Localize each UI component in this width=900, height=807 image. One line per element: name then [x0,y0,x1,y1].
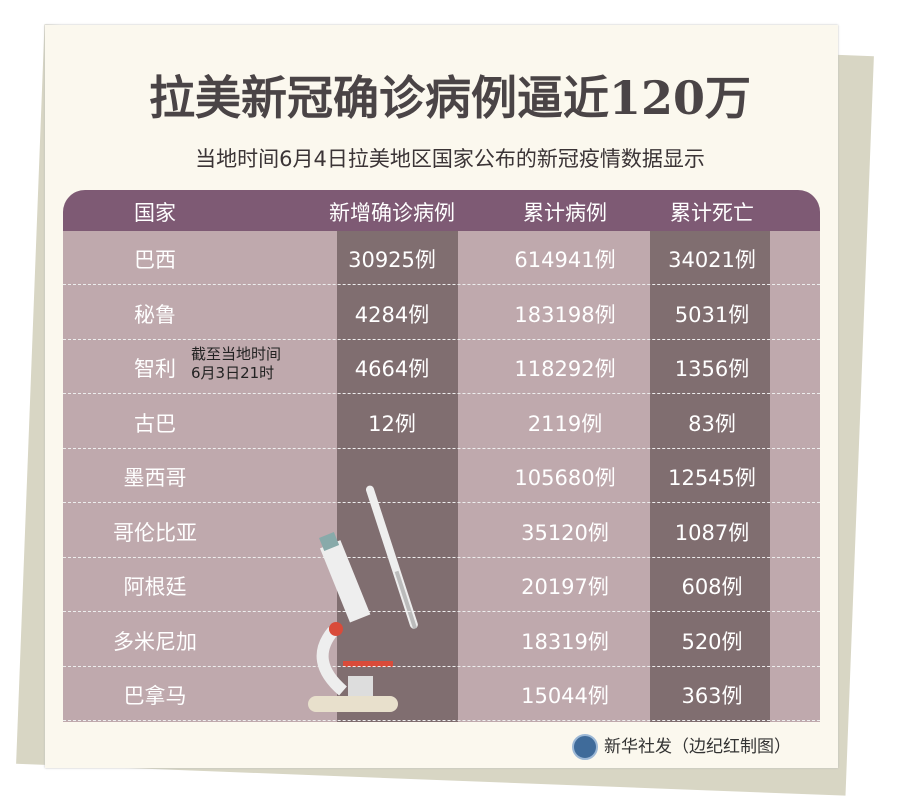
total-cases-cell: 118292例 [514,357,616,381]
deaths-cell: 608例 [681,575,743,599]
country-cell: 古巴 [134,411,176,436]
total-cases-cell: 105680例 [514,466,616,490]
country-cell: 哥伦比亚 [113,520,197,545]
total-cases-cell: 2119例 [527,411,603,436]
new-cases-column-shade [337,231,458,722]
total-cases-cell: 18319例 [521,629,609,654]
table-row: 巴西 30925例 614941例 34021例 [63,231,820,285]
table-header: 国家 新增确诊病例 累计病例 累计死亡 [63,190,820,231]
deaths-cell: 83例 [688,411,736,436]
total-cases-cell: 183198例 [514,302,616,327]
xinhua-logo-icon [572,734,598,760]
deaths-cell: 5031例 [674,302,750,327]
deaths-cell: 1356例 [674,357,750,381]
data-table: 国家 新增确诊病例 累计病例 累计死亡 巴西 30925例 614941例 34021… [63,190,820,722]
country-cell: 秘鲁 [134,302,176,327]
country-cell: 巴拿马 [123,684,187,708]
deaths-column-shade [650,231,770,722]
new-cases-cell: 4664例 [354,357,430,381]
deaths-cell: 34021例 [668,248,756,272]
credit: 新华社发（边纪红制图） [572,732,791,760]
table-row: 古巴 12例 2119例 83例 [63,395,820,449]
header-country: 国家 [134,201,176,225]
microscope-thermometer-illustration [308,485,418,712]
country-cell: 墨西哥 [123,466,187,490]
deaths-cell: 12545例 [668,466,756,490]
table-body: 巴西 30925例 614941例 34021例秘鲁 4284例 183198例 5031例… [63,231,820,722]
table-row: 巴拿马 15044例 363例 [63,667,820,721]
total-cases-cell: 20197例 [521,575,609,599]
total-cases-cell: 35120例 [521,520,609,545]
country-cell: 智利 [134,357,176,381]
header-new-cases: 新增确诊病例 [329,201,455,225]
table-row: 多米尼加 18319例 520例 [63,613,820,667]
page-title: 拉美新冠确诊病例逼近120万 [148,71,752,125]
country-cell: 多米尼加 [113,629,197,654]
country-cell: 巴西 [134,248,176,272]
new-cases-cell: 12例 [368,411,416,436]
note-line-1: 截至当地时间 [191,345,282,363]
table-row: 哥伦比亚 35120例 1087例 [63,504,820,558]
deaths-cell: 1087例 [674,520,750,545]
table-row: 智利 4664例 118292例 1356例 [63,340,820,394]
chile-note: 截至当地时间 6月3日21时 [191,345,281,383]
total-cases-cell: 614941例 [514,248,616,272]
table-row: 阿根廷 20197例 608例 [63,558,820,612]
deaths-cell: 363例 [681,684,743,708]
note-line-2: 6月3日21时 [191,364,275,382]
new-cases-cell: 30925例 [348,248,436,272]
deaths-cell: 520例 [681,629,743,654]
header-deaths: 累计死亡 [670,201,754,225]
subtitle: 当地时间6月4日拉美地区国家公布的新冠疫情数据显示 [195,147,705,171]
table-row: 墨西哥 105680例 12545例 [63,449,820,503]
total-cases-cell: 15044例 [521,684,609,708]
new-cases-cell: 4284例 [354,302,430,327]
country-cell: 阿根廷 [123,575,187,599]
header-total-cases: 累计病例 [523,201,607,225]
table-row: 秘鲁 4284例 183198例 5031例 [63,286,820,340]
credit-text: 新华社发（边纪红制图） [604,737,791,757]
